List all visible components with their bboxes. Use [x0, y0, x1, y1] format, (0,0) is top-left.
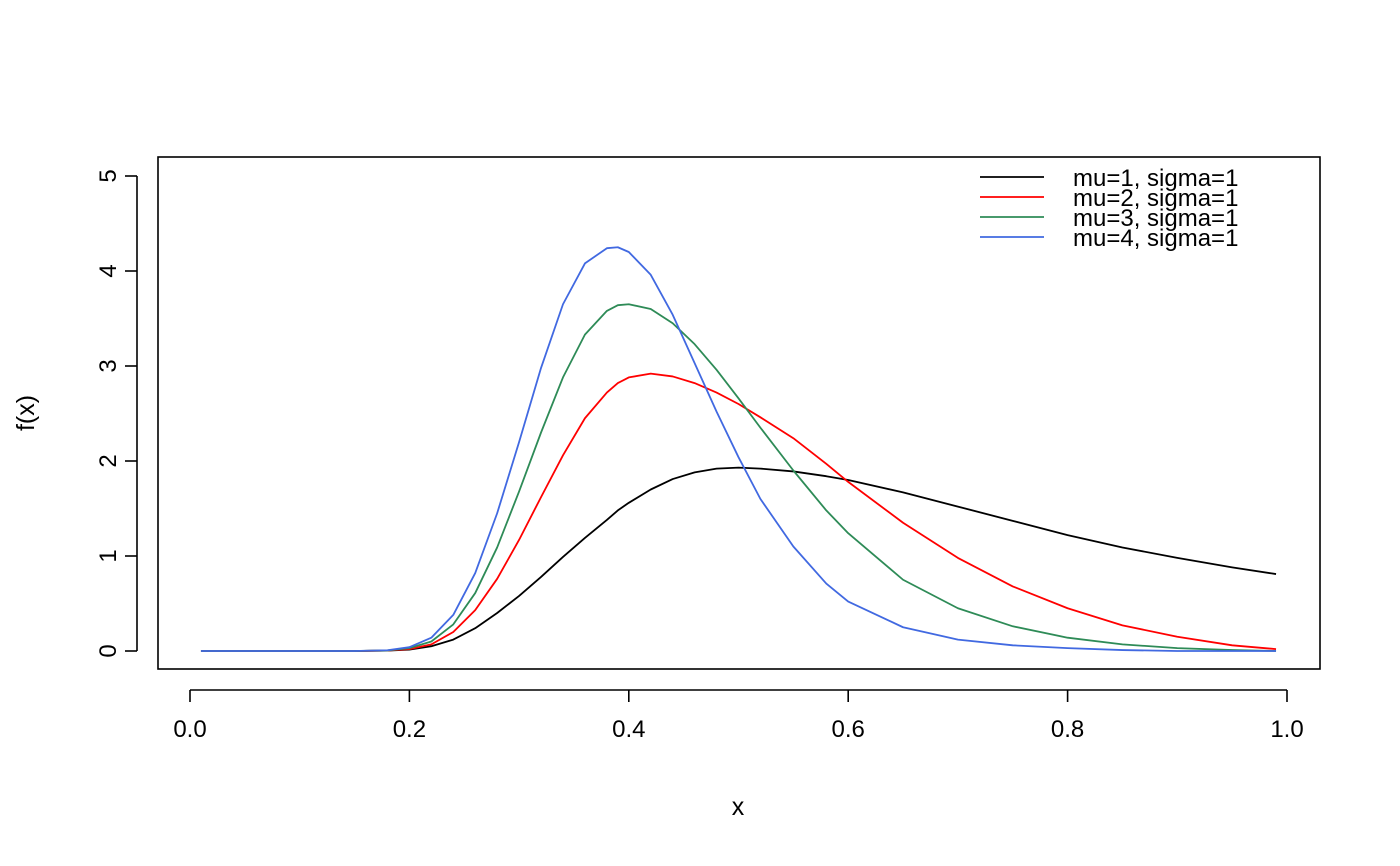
x-tick-label: 0.2 — [393, 716, 426, 743]
x-tick-label: 0.4 — [612, 716, 645, 743]
x-axis: 0.0 0.2 0.4 0.6 0.8 1.0 — [173, 689, 1304, 743]
legend-label-4: mu=4, sigma=1 — [1073, 225, 1238, 252]
x-axis-title: x — [732, 793, 745, 821]
y-tick-label: 5 — [95, 169, 122, 182]
series-line-4 — [200, 246, 1277, 652]
x-tick-label: 1.0 — [1270, 716, 1303, 743]
series-line-1 — [200, 466, 1277, 652]
series-line-2 — [200, 372, 1277, 652]
y-tick-label: 0 — [95, 644, 122, 657]
legend: mu=1, sigma=1mu=2, sigma=1mu=3, sigma=1m… — [980, 165, 1238, 252]
y-tick-label: 1 — [95, 549, 122, 562]
legend-label-1: mu=1, sigma=1 — [1073, 165, 1238, 192]
y-tick-label: 3 — [95, 359, 122, 372]
y-axis-title: f(x) — [12, 395, 40, 431]
plot-frame — [157, 156, 1321, 670]
x-tick-label: 0.8 — [1051, 716, 1084, 743]
legend-label-2: mu=2, sigma=1 — [1073, 185, 1238, 212]
x-tick-label: 0.6 — [832, 716, 865, 743]
legend-label-3: mu=3, sigma=1 — [1073, 205, 1238, 232]
y-axis: 0 1 2 3 4 5 — [95, 169, 138, 658]
series-layer — [200, 246, 1277, 652]
x-tick-label: 0.0 — [173, 716, 206, 743]
y-tick-label: 2 — [95, 454, 122, 467]
series-line-3 — [200, 303, 1277, 652]
y-tick-label: 4 — [95, 264, 122, 277]
